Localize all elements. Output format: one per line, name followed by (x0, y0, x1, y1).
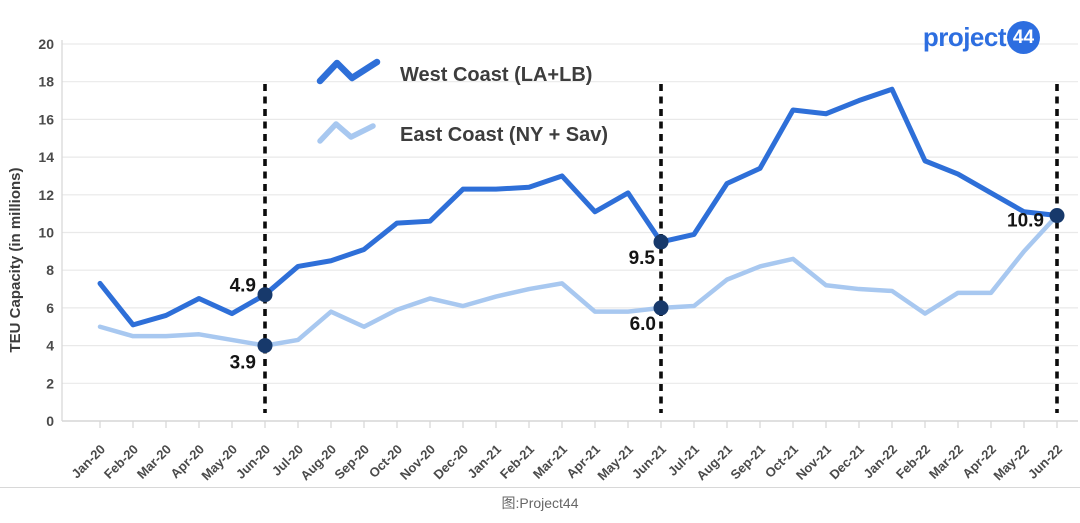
x-tick-label: Sep-21 (727, 442, 768, 483)
x-tick-label: Aug-20 (297, 442, 339, 484)
x-tick-label: May-22 (990, 442, 1032, 484)
x-tick-label: Dec-20 (430, 442, 471, 483)
annotation-label: 10.9 (1007, 211, 1044, 232)
y-tick-label: 16 (38, 111, 54, 127)
x-tick-label: Jun-20 (233, 442, 273, 482)
data-point-marker (257, 287, 273, 303)
annotation-label: 4.9 (230, 276, 256, 297)
teu-capacity-chart: 02468101214161820Jan-20Feb-20Mar-20Apr-2… (7, 36, 1078, 484)
y-tick-label: 4 (46, 338, 54, 354)
data-point-marker (1049, 208, 1065, 224)
x-tick-label: Feb-21 (497, 442, 537, 482)
x-tick-label: Aug-21 (693, 442, 735, 484)
x-tick-label: Sep-20 (331, 442, 372, 483)
logo-wordmark: project (922, 22, 1007, 52)
annotation-label: 6.0 (630, 314, 656, 335)
x-tick-label: Mar-22 (926, 442, 966, 482)
y-tick-label: 10 (38, 225, 54, 241)
x-tick-label: Jun-21 (629, 442, 669, 482)
y-tick-label: 20 (38, 36, 54, 52)
x-tick-label: Mar-20 (134, 442, 174, 482)
data-point-marker (653, 234, 669, 250)
x-tick-label: Nov-21 (793, 442, 834, 483)
legend-line-icon (317, 121, 376, 144)
y-tick-label: 0 (46, 413, 54, 429)
x-tick-label: Nov-20 (397, 442, 438, 483)
y-axis-title: TEU Capacity (in millions) (7, 167, 24, 352)
y-tick-label: 8 (46, 262, 54, 278)
x-tick-label: Jan-22 (860, 442, 900, 482)
x-tick-label: Mar-21 (530, 442, 570, 482)
x-tick-label: Feb-22 (893, 442, 933, 482)
annotation-label: 3.9 (230, 353, 256, 374)
annotation-label: 9.5 (629, 248, 656, 269)
legend-line-icon (316, 58, 381, 85)
x-tick-label: Jan-21 (464, 442, 504, 482)
data-point-marker (257, 338, 273, 354)
y-tick-label: 12 (38, 187, 54, 203)
y-tick-label: 6 (46, 300, 54, 316)
legend-label: East Coast (NY + Sav) (400, 124, 608, 146)
caption-divider (0, 487, 1080, 488)
project44-logo: project 44 (923, 21, 1040, 54)
x-tick-label: Jun-22 (1025, 442, 1065, 482)
x-tick-label: May-20 (198, 442, 240, 484)
y-tick-label: 2 (46, 375, 54, 391)
y-tick-label: 14 (38, 149, 54, 165)
legend-label: West Coast (LA+LB) (400, 64, 592, 86)
y-tick-label: 18 (38, 74, 54, 90)
x-tick-label: May-21 (594, 442, 636, 484)
x-tick-label: Dec-21 (826, 442, 867, 483)
x-tick-label: Jan-20 (68, 442, 108, 482)
chart-source-caption: 图:Project44 (501, 495, 579, 511)
data-point-marker (653, 300, 669, 316)
x-tick-label: Feb-20 (101, 442, 141, 482)
logo-badge-44: 44 (1007, 21, 1040, 54)
